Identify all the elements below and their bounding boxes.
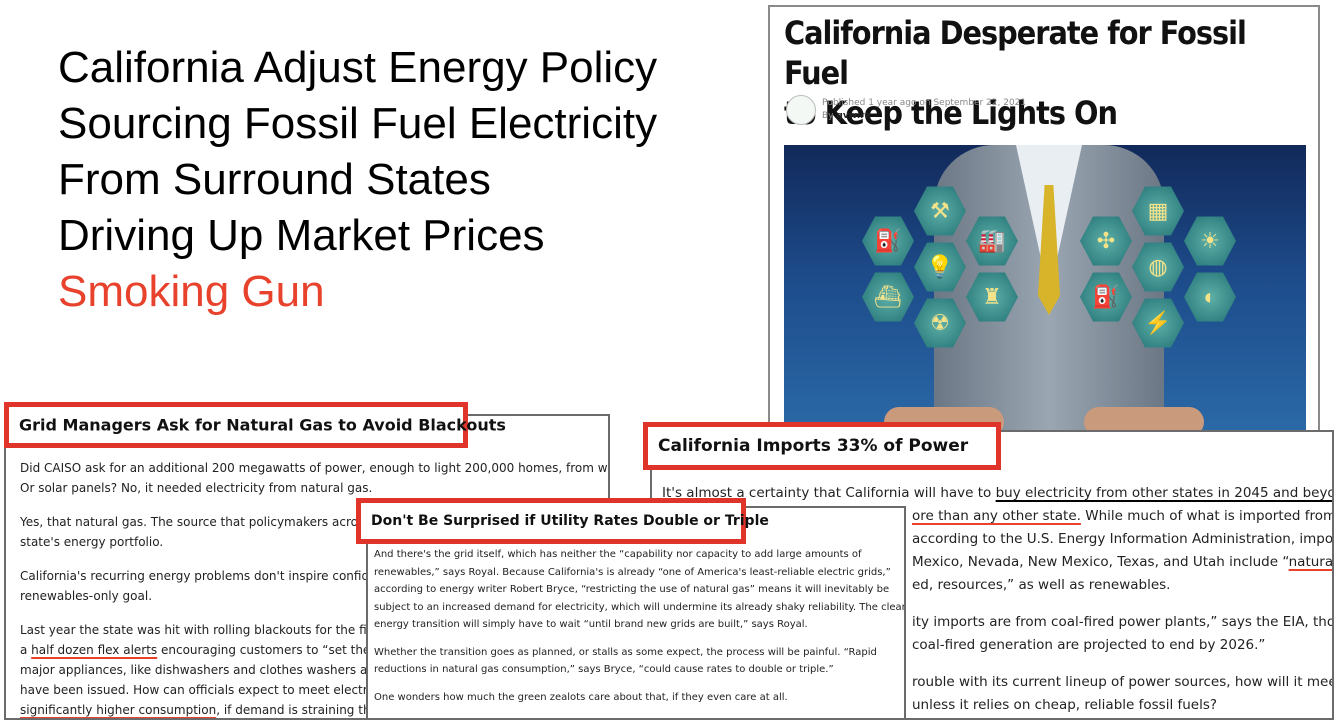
article-left-line: state's energy portfolio. xyxy=(20,535,164,549)
highlight-box-right: California Imports 33% of Power xyxy=(643,422,1001,470)
article-left-line: major appliances, like dishwashers and c… xyxy=(20,663,407,677)
factory-icon: 🏭 xyxy=(966,216,1018,266)
pipeline-icon: ◐ xyxy=(1184,272,1236,322)
oil-pump-icon: ⛽ xyxy=(862,216,914,266)
headline-line-3: From Surround States xyxy=(58,155,491,204)
tie xyxy=(1038,185,1060,315)
article-right-line: ity imports are from coal-fired power pl… xyxy=(912,614,1334,630)
headline-line-1: California Adjust Energy Policy xyxy=(58,43,658,92)
article-left-line: a half dozen flex alerts encouraging cus… xyxy=(20,640,608,660)
article-middle-line: according to energy writer Robert Bryce,… xyxy=(374,584,890,595)
article-left-line: Yes, that natural gas. The source that p… xyxy=(20,515,397,529)
natural-gas-link[interactable]: natural gas, xyxy=(1288,554,1334,570)
published-ago: 1 year ago xyxy=(868,98,917,108)
article-middle-line: renewables,” says Royal. Because Califor… xyxy=(374,566,891,578)
article-right-line: ed, resources,” as well as renewables. xyxy=(912,577,1171,593)
line-prefix: Mexico, Nevada, New Mexico, Texas, and U… xyxy=(912,554,1289,570)
sun-icon: ☀ xyxy=(1184,216,1236,266)
article-right-line: rouble with its current lineup of power … xyxy=(912,674,1334,690)
line-rest: , if demand is straining the grid xyxy=(216,703,406,717)
article-left-line: Last year the state was hit with rolling… xyxy=(20,623,403,637)
buy-electricity-link[interactable]: buy electricity from other states in 204… xyxy=(995,485,1334,501)
article-top-title: California Desperate for Fossil Fuel to … xyxy=(784,13,1318,133)
line-rest: encouraging customers to “set thermost xyxy=(161,643,406,657)
article-middle-line: And there's the grid itself, which has n… xyxy=(374,549,862,560)
article-right-line: It's almost a certainty that California … xyxy=(662,482,1334,505)
article-right-line: Mexico, Nevada, New Mexico, Texas, and U… xyxy=(662,551,1334,574)
highlight-box-middle: Don't Be Surprised if Utility Rates Doub… xyxy=(356,498,769,544)
article-middle-line: Whether the transition goes as planned, … xyxy=(374,646,877,658)
headline-line-4: Driving Up Market Prices xyxy=(58,211,545,260)
article-meta: Published 1 year ago on September 22, 20… xyxy=(822,97,1026,123)
nuclear-icon: ☢ xyxy=(914,298,966,348)
article-middle-heading: Don't Be Surprised if Utility Rates Doub… xyxy=(371,513,769,529)
line-prefix: It's almost a certainty that California … xyxy=(662,485,996,501)
headline-emphasis: Smoking Gun xyxy=(58,267,325,316)
article-top-title-line-1: California Desperate for Fossil Fuel xyxy=(784,14,1247,92)
other-state-link[interactable]: ore than any other state. xyxy=(912,508,1081,524)
article-left-line: have been issued. How can officials expe… xyxy=(20,683,405,697)
line-prefix: a xyxy=(20,643,32,657)
article-top-title-line-2: to Keep the Lights On xyxy=(784,94,1118,132)
refinery-icon: ♜ xyxy=(966,272,1018,322)
article-left-line: Did CAISO ask for an additional 200 mega… xyxy=(20,461,610,475)
published-on: on xyxy=(919,98,931,108)
highlight-box-left: Grid Managers Ask for Natural Gas to Avo… xyxy=(4,402,506,448)
line-suffix: While much of what is imported from the xyxy=(1085,508,1334,524)
published-date: September 22, 2021 xyxy=(933,98,1027,108)
published-prefix: Published xyxy=(822,98,866,108)
article-right-line: according to the U.S. Energy Information… xyxy=(912,531,1334,547)
by-label: By xyxy=(822,111,834,121)
article-right-heading: California Imports 33% of Power xyxy=(658,436,969,456)
author-link[interactable]: gvwire xyxy=(836,111,871,121)
article-left-line: significantly higher consumption, if dem… xyxy=(20,700,608,718)
article-top-right: California Desperate for Fossil Fuel to … xyxy=(768,5,1320,435)
article-middle-line: reductions in natural gas consumption,” … xyxy=(374,664,834,675)
publisher-logo-icon xyxy=(786,95,816,125)
article-right-line: ore than any other state. While much of … xyxy=(662,505,1334,528)
article-middle-line: energy transition will simply have to wa… xyxy=(374,619,808,630)
flex-alerts-link[interactable]: half dozen flex alerts xyxy=(31,643,158,657)
oil-rig-icon: ⚒ xyxy=(914,186,966,236)
headline-line-2: Sourcing Fossil Fuel Electricity xyxy=(58,99,658,148)
hero-image: ⛽ ⚒ 🏭 ✣ ▦ ☀ 💡 ♜ ⛴ ⛽ ◍ ⚡ ☢ ◐ xyxy=(784,145,1306,433)
article-right-line: coal-fired generation are projected to e… xyxy=(912,637,1266,653)
higher-consumption-link[interactable]: significantly higher consumption xyxy=(20,703,217,717)
article-right-line: unless it relies on cheap, reliable foss… xyxy=(912,697,1218,713)
article-left-line: Or solar panels? No, it needed electrici… xyxy=(20,481,373,495)
article-left-line: California's recurring energy problems d… xyxy=(20,569,407,583)
article-middle-body: And there's the grid itself, which has n… xyxy=(374,546,906,706)
article-left-body: Did CAISO ask for an additional 200 mega… xyxy=(20,458,610,718)
article-right-body: It's almost a certainty that California … xyxy=(662,482,1334,717)
slide-headline: California Adjust Energy Policy Sourcing… xyxy=(58,40,657,320)
article-middle-line: One wonders how much the green zealots c… xyxy=(374,691,788,703)
article-left-line: renewables-only goal. xyxy=(20,589,153,603)
lightbulb-icon: 💡 xyxy=(914,242,966,292)
right-hand xyxy=(1084,407,1204,433)
ship-icon: ⛴ xyxy=(862,272,914,322)
article-middle-line: subject to an increased demand for elect… xyxy=(374,601,906,613)
article-left-heading: Grid Managers Ask for Natural Gas to Avo… xyxy=(19,415,506,435)
